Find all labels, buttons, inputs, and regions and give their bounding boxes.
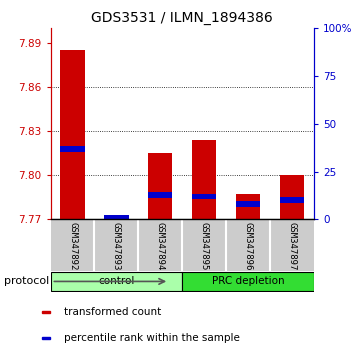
Bar bbox=[236, 201, 260, 207]
Bar bbox=[60, 146, 84, 152]
Bar bbox=[148, 192, 173, 198]
Text: GSM347894: GSM347894 bbox=[156, 222, 165, 270]
FancyBboxPatch shape bbox=[51, 272, 182, 291]
Bar bbox=[42, 337, 51, 338]
Text: transformed count: transformed count bbox=[64, 307, 161, 317]
FancyBboxPatch shape bbox=[182, 272, 314, 291]
Text: GSM347893: GSM347893 bbox=[112, 222, 121, 270]
Text: PRC depletion: PRC depletion bbox=[212, 276, 284, 286]
Bar bbox=[192, 140, 216, 219]
Bar bbox=[42, 311, 51, 313]
Bar bbox=[60, 50, 84, 219]
Bar bbox=[236, 194, 260, 219]
Text: percentile rank within the sample: percentile rank within the sample bbox=[64, 332, 240, 343]
Bar bbox=[280, 198, 304, 203]
Bar bbox=[104, 215, 129, 221]
Text: GSM347895: GSM347895 bbox=[200, 222, 209, 270]
Text: GSM347892: GSM347892 bbox=[68, 222, 77, 270]
Bar bbox=[280, 175, 304, 219]
Text: GSM347896: GSM347896 bbox=[244, 222, 253, 270]
Bar bbox=[104, 218, 129, 219]
Text: protocol: protocol bbox=[4, 276, 49, 286]
Text: control: control bbox=[98, 276, 135, 286]
Bar bbox=[192, 194, 216, 200]
Bar bbox=[148, 153, 173, 219]
Title: GDS3531 / ILMN_1894386: GDS3531 / ILMN_1894386 bbox=[91, 11, 273, 24]
Text: GSM347897: GSM347897 bbox=[288, 222, 297, 270]
